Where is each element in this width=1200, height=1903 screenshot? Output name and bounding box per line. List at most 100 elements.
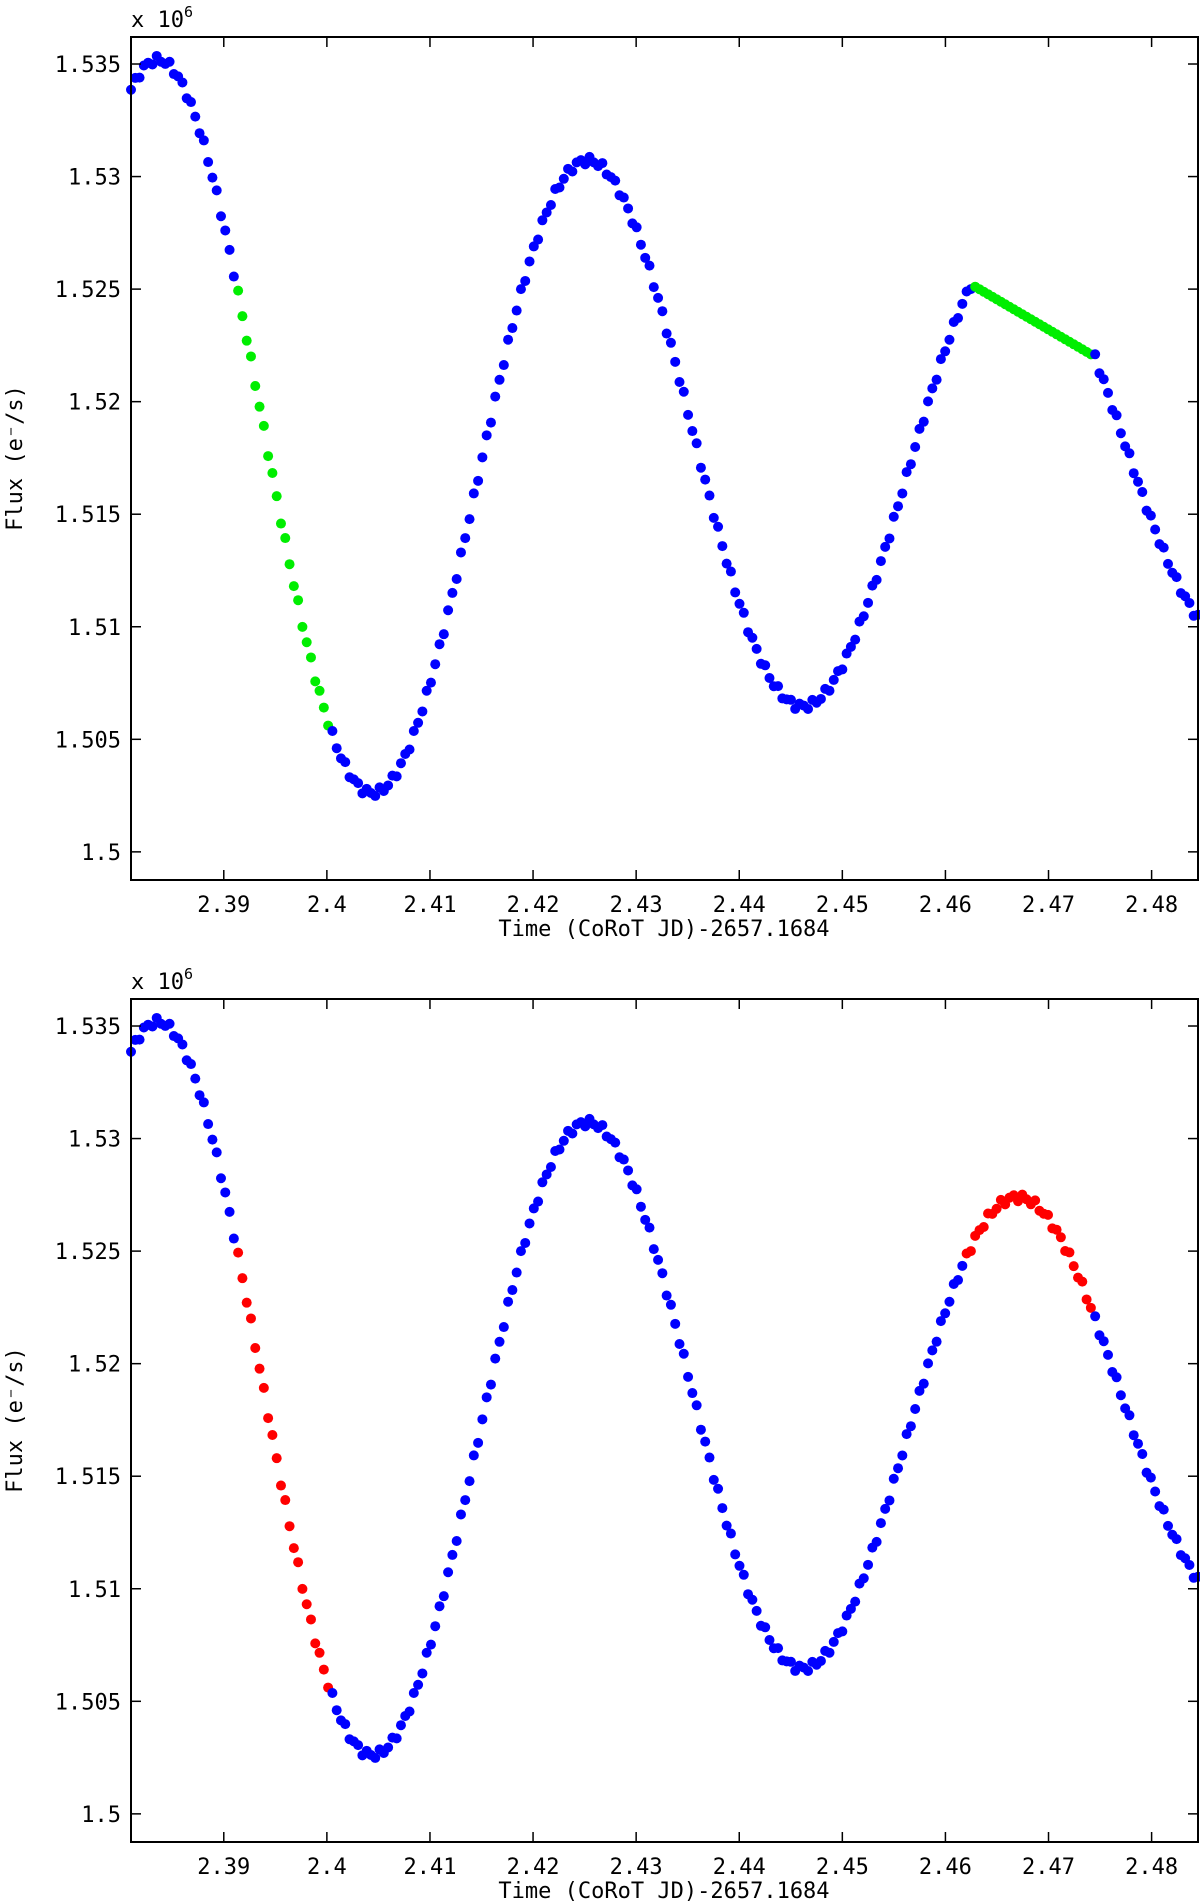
data-point [1137,486,1148,497]
data-point [661,328,672,339]
x-ticks-top: 2.39 2.4 2.41 2.42 2.43 2.44 2.45 2.46 2.47 2.48 [197,37,1178,918]
data-point [931,1336,942,1347]
data-point [228,1233,239,1244]
data-point [580,1121,591,1132]
data-point [653,292,664,303]
data-point [940,1308,951,1319]
data-point [704,1452,715,1463]
x-tick-label: 2.47 [1022,1855,1075,1880]
x-tick-label: 2.4 [307,1855,347,1880]
data-point [1030,1195,1041,1206]
data-point [177,77,188,88]
data-point [845,641,856,652]
data-point [1043,1209,1054,1220]
data-point [515,284,526,295]
data-point [224,244,235,255]
data-point [1111,1372,1122,1383]
x-tick-label: 2.41 [403,893,456,918]
data-point [383,1742,394,1753]
data-point [760,660,771,671]
data-point [455,547,466,558]
data-point [430,1621,441,1632]
data-point [263,451,274,462]
data-point [421,685,432,696]
data-point [327,726,338,737]
x-tick-label: 2.48 [1125,1855,1178,1880]
data-point [425,677,436,688]
data-point [494,1336,505,1347]
data-point [340,1719,351,1730]
x-tick-label: 2.43 [610,893,663,918]
x-tick-label: 2.39 [197,893,250,918]
data-point [284,559,295,570]
data-point [395,758,406,769]
data-point [280,1495,291,1506]
data-point [207,172,218,183]
data-point [1163,558,1173,569]
x-tick-label: 2.39 [197,1855,250,1880]
data-point [700,474,711,485]
data-point [713,521,724,532]
data-point [511,1267,522,1278]
data-point [914,1385,925,1396]
data-point [220,225,231,236]
data-point [661,1290,672,1301]
data-point [674,377,685,388]
data-point [271,491,282,502]
data-point [297,621,308,632]
data-point [597,158,608,169]
data-point [293,1557,304,1568]
data-point [828,1636,839,1647]
data-point [481,1392,492,1403]
data-point [871,1536,882,1547]
data-point [717,1503,728,1514]
data-point [318,1664,329,1675]
data-point [498,1322,509,1333]
data-point [177,1039,188,1050]
data-point [241,335,252,346]
data-point [721,1520,732,1531]
data-point [897,488,908,499]
data-point [901,1429,912,1440]
data-point [1137,1448,1148,1459]
data-point [490,1353,501,1364]
data-point [858,611,869,622]
data-point [965,1246,976,1257]
data-point [858,1573,869,1584]
data-point [468,1450,479,1461]
points-layer-bottom [126,1012,1200,1763]
data-point [1090,349,1101,360]
y-tick-label: 1.515 [55,1465,121,1490]
data-point [481,430,492,441]
data-point [254,1363,265,1374]
data-point [477,1414,488,1425]
data-point [455,1509,466,1520]
data-point [353,778,364,789]
y-tick-label: 1.505 [55,728,121,753]
data-point [734,598,745,609]
data-point [923,396,934,407]
data-point [678,386,689,397]
data-point [747,632,758,643]
data-point [738,1569,749,1580]
data-point [730,1549,741,1560]
data-point [288,581,299,592]
data-point [447,1549,458,1560]
data-point [923,1358,934,1369]
data-point [901,467,912,478]
x-tick-label: 2.46 [919,1855,972,1880]
data-point [635,1201,646,1212]
data-point [824,1647,835,1658]
data-point [1133,476,1144,487]
data-point [318,702,329,713]
data-point [233,1247,244,1258]
data-point [284,1521,295,1532]
data-point [194,1090,205,1101]
data-point [507,323,518,334]
data-point [237,1273,248,1284]
data-point [305,1614,316,1625]
data-point [905,1421,916,1432]
data-point [215,211,226,222]
data-point [331,1705,342,1716]
data-point [747,1594,758,1605]
